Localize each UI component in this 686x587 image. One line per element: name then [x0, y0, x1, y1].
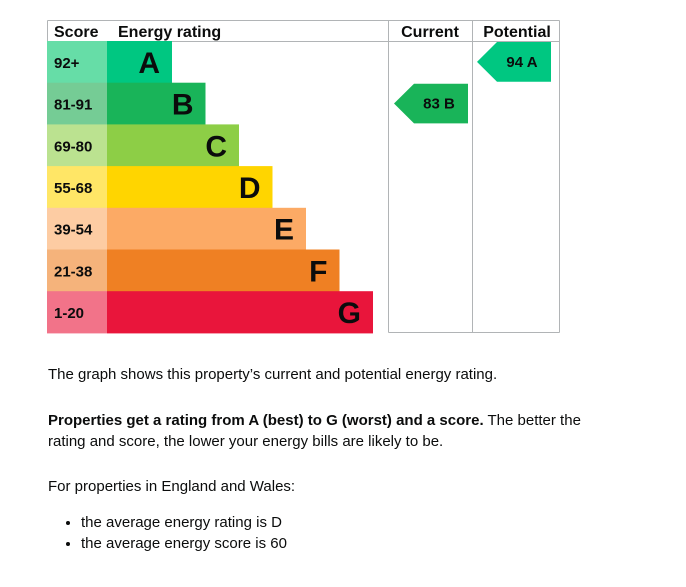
header-energy-rating: Energy rating: [118, 24, 221, 41]
potential-marker-label: 94 A: [506, 54, 537, 71]
score-markers: 83 B 94 A: [394, 42, 551, 124]
bar-e: [107, 207, 306, 250]
epc-chart: Score Energy rating Current Potential 92…: [47, 20, 560, 334]
range-label: 69-80: [54, 138, 92, 155]
range-label: 92+: [54, 55, 80, 72]
band-f: 21-38 F: [47, 249, 340, 292]
header-score: Score: [54, 24, 99, 41]
current-marker-label: 83 B: [423, 96, 455, 113]
range-cell-b: [47, 82, 107, 125]
range-label: 39-54: [54, 222, 93, 239]
band-b: 81-91 B: [47, 82, 206, 125]
bar-b: [107, 82, 206, 125]
range-cell-c: [47, 124, 107, 167]
band-letter: G: [338, 297, 361, 330]
band-d: 55-68 D: [47, 166, 273, 209]
band-a: 92+ A: [47, 41, 172, 84]
band-c: 69-80 C: [47, 124, 239, 167]
rating-bands: 92+ A 81-91 B 69-80 C 55-68 D 39-54 E 21-38 F 1-20 G: [47, 41, 373, 334]
current-marker-arrow: [394, 83, 468, 124]
range-label: 1-20: [54, 305, 84, 322]
header-potential: Potential: [483, 24, 551, 41]
region-note: For properties in England and Wales:: [48, 478, 296, 495]
range-cell-g: [47, 291, 107, 334]
potential-marker: 94 A: [477, 42, 551, 82]
band-letter: E: [274, 214, 294, 247]
list-item: the average energy score is 60: [81, 533, 601, 554]
band-letter: C: [205, 130, 227, 163]
range-cell-a: [47, 41, 107, 84]
band-letter: D: [239, 172, 261, 205]
list-item: the average energy rating is D: [81, 512, 601, 533]
range-cell-f: [47, 249, 107, 292]
rating-explanation-bold: Properties get a rating from A (best) to…: [48, 412, 484, 429]
range-label: 21-38: [54, 263, 92, 280]
bar-f: [107, 249, 340, 292]
current-marker: 83 B: [394, 83, 468, 124]
rating-explanation: Properties get a rating from A (best) to…: [48, 410, 608, 452]
band-letter: F: [309, 255, 327, 288]
potential-marker-arrow: [477, 42, 551, 82]
bar-a: [107, 41, 172, 84]
range-label: 55-68: [54, 180, 92, 197]
bar-c: [107, 124, 239, 167]
averages-list: the average energy rating is D the avera…: [48, 512, 601, 554]
chart-description: The graph shows this property’s current …: [48, 366, 498, 383]
rating-explanation-rest: The better the rating and score, the low…: [48, 412, 581, 450]
range-cell-e: [47, 207, 107, 250]
range-label: 81-91: [54, 97, 92, 114]
bar-g: [107, 291, 373, 334]
range-cell-d: [47, 166, 107, 209]
band-letter: A: [138, 47, 160, 80]
band-g: 1-20 G: [47, 291, 373, 334]
band-e: 39-54 E: [47, 207, 306, 250]
band-letter: B: [172, 89, 194, 122]
header-current: Current: [401, 24, 459, 41]
bar-d: [107, 166, 273, 209]
